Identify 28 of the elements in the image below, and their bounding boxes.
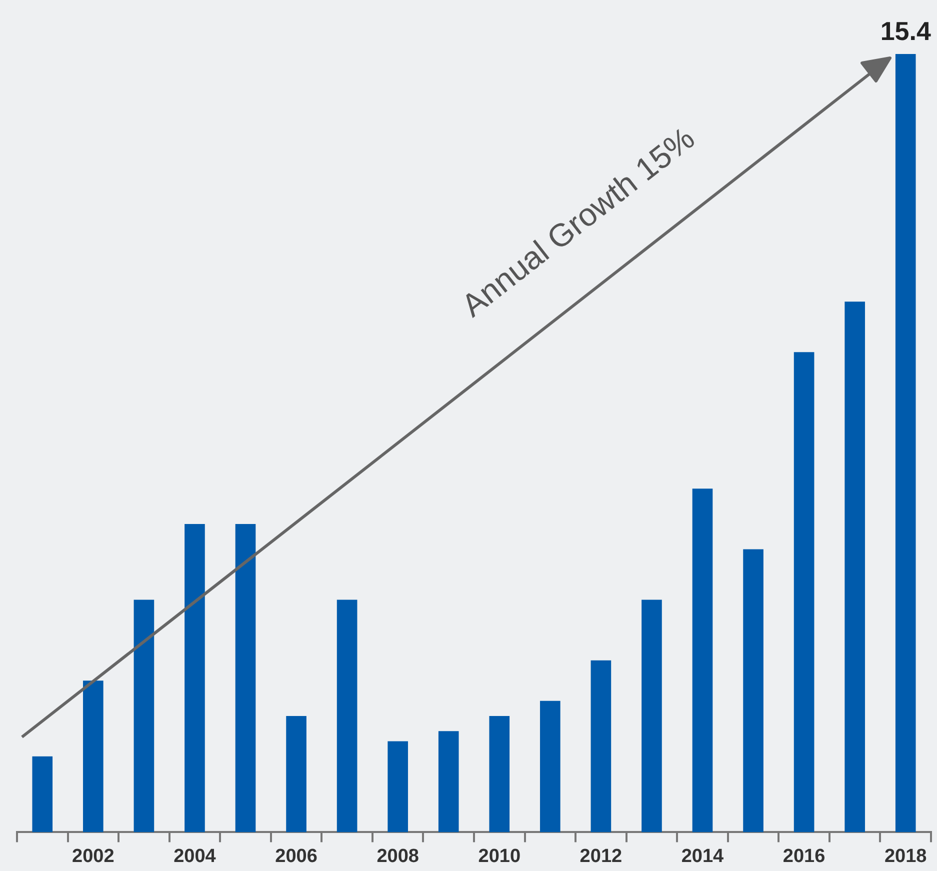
x-tick-label: 2012 [580,846,622,867]
bar [692,488,713,832]
x-tick-label: 2006 [275,846,318,867]
bar [83,680,104,832]
bar [438,731,459,832]
x-tick-label: 2004 [174,846,216,867]
bar [590,660,612,832]
bar [134,600,154,832]
bar [642,600,662,832]
bar [32,756,53,832]
bar [540,700,560,832]
x-tick-label: 2016 [782,846,826,867]
bar [235,524,256,832]
bar [794,352,814,832]
bar [743,549,764,832]
x-tick-label: 2018 [884,846,927,867]
x-tick-label: 2010 [478,846,521,867]
bar [844,302,865,832]
bar [286,716,306,832]
bar [336,600,358,832]
bar [388,741,408,832]
x-tick-label: 2002 [72,846,114,867]
bar [895,54,916,832]
x-tick-label: 2008 [376,846,419,867]
x-tick-label: 2014 [681,846,724,867]
bar [184,524,205,832]
bar [489,716,510,832]
data-label: 15.4 [880,16,932,46]
